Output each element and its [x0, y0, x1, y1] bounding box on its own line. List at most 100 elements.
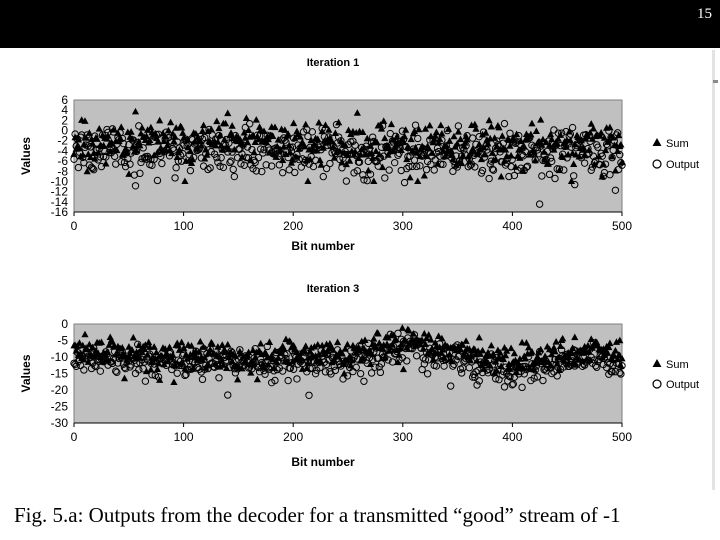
- data-point-sum: [570, 160, 578, 167]
- data-point-output: [584, 144, 592, 153]
- data-point-output: [231, 369, 240, 377]
- data-point-output: [355, 342, 364, 350]
- data-point-output: [296, 358, 304, 366]
- data-point-sum: [567, 177, 576, 185]
- x-tick-label: 500: [612, 430, 632, 444]
- data-point-output: [446, 382, 455, 390]
- data-point-sum: [108, 140, 117, 147]
- data-point-sum: [175, 346, 184, 353]
- data-point-output: [141, 377, 150, 385]
- data-point-sum: [156, 116, 164, 124]
- y-tick-label: -8: [57, 164, 68, 178]
- data-point-sum: [70, 150, 78, 157]
- data-point-output: [230, 364, 239, 373]
- data-point-output: [586, 345, 594, 353]
- legend-marker-sum: [652, 359, 662, 367]
- data-point-output: [261, 138, 269, 146]
- slide-edge-tick: [713, 80, 718, 83]
- data-point-output: [282, 138, 290, 146]
- data-point-output: [507, 368, 515, 376]
- data-point-sum: [302, 342, 310, 349]
- data-point-output: [132, 359, 141, 367]
- data-point-output: [435, 152, 444, 160]
- data-point-sum: [566, 136, 574, 144]
- data-point-sum: [495, 123, 503, 131]
- data-point-output: [112, 367, 120, 375]
- data-point-sum: [142, 367, 151, 375]
- legend-label-output: Output: [666, 159, 699, 171]
- legend-marker-output: [652, 159, 662, 169]
- data-point-output: [377, 143, 386, 151]
- data-point-output: [530, 374, 538, 382]
- data-point-output: [360, 176, 368, 184]
- data-point-output: [213, 360, 221, 369]
- data-point-sum: [154, 138, 163, 145]
- data-point-output: [510, 171, 519, 180]
- data-point-sum: [510, 349, 518, 357]
- data-point-sum: [612, 338, 621, 345]
- data-point-sum: [330, 154, 338, 161]
- data-point-output: [534, 150, 543, 158]
- data-point-output: [239, 141, 247, 149]
- series-output: [70, 119, 626, 208]
- data-point-output: [225, 139, 233, 147]
- data-point-output: [466, 161, 475, 169]
- data-point-output: [427, 160, 435, 169]
- data-point-output: [273, 365, 281, 374]
- data-point-output: [296, 144, 304, 152]
- data-point-sum: [117, 123, 125, 131]
- data-point-output: [516, 363, 524, 371]
- data-point-sum: [290, 119, 298, 127]
- data-point-sum: [377, 125, 386, 132]
- data-point-output: [309, 357, 318, 365]
- data-point-output: [433, 144, 442, 153]
- data-point-output: [90, 344, 98, 352]
- data-point-sum: [406, 173, 414, 181]
- y-axis-title: Values: [19, 354, 33, 392]
- data-point-output: [286, 364, 295, 372]
- data-point-output: [489, 166, 498, 174]
- data-point-output: [422, 165, 431, 174]
- data-point-output: [535, 200, 544, 208]
- data-point-output: [119, 360, 128, 368]
- data-point-output: [323, 141, 332, 150]
- data-point-sum: [550, 344, 558, 351]
- data-point-output: [454, 122, 463, 130]
- y-tick-label: 4: [61, 103, 68, 117]
- data-point-output: [557, 129, 566, 137]
- data-point-output: [565, 362, 573, 370]
- data-point-output: [516, 140, 524, 148]
- data-point-sum: [143, 126, 152, 133]
- data-point-output: [115, 135, 123, 144]
- data-point-sum: [340, 369, 348, 377]
- data-point-output: [227, 347, 235, 356]
- data-point-sum: [346, 157, 354, 164]
- data-point-sum: [492, 155, 500, 163]
- data-point-output: [518, 383, 526, 392]
- data-point-sum: [251, 138, 259, 145]
- legend-marker-sum: [652, 138, 662, 146]
- data-point-output: [580, 159, 589, 167]
- data-point-sum: [317, 161, 325, 168]
- data-point-output: [520, 370, 528, 378]
- data-point-sum: [396, 344, 404, 352]
- data-point-output: [411, 121, 420, 129]
- data-point-output: [606, 170, 614, 179]
- data-point-output: [384, 356, 392, 364]
- data-point-output: [478, 166, 487, 175]
- x-axis-title: Bit number: [291, 455, 355, 469]
- data-point-output: [438, 136, 446, 144]
- data-point-output: [453, 163, 461, 171]
- data-point-output: [196, 356, 204, 365]
- data-point-sum: [286, 338, 294, 345]
- data-point-output: [316, 363, 324, 372]
- data-point-output: [331, 149, 340, 158]
- data-point-output: [554, 129, 563, 137]
- data-point-sum: [296, 133, 304, 140]
- data-point-output: [180, 350, 188, 358]
- data-point-sum: [333, 338, 342, 346]
- data-point-output: [367, 369, 376, 377]
- data-point-sum: [224, 109, 232, 117]
- data-point-output: [307, 152, 315, 161]
